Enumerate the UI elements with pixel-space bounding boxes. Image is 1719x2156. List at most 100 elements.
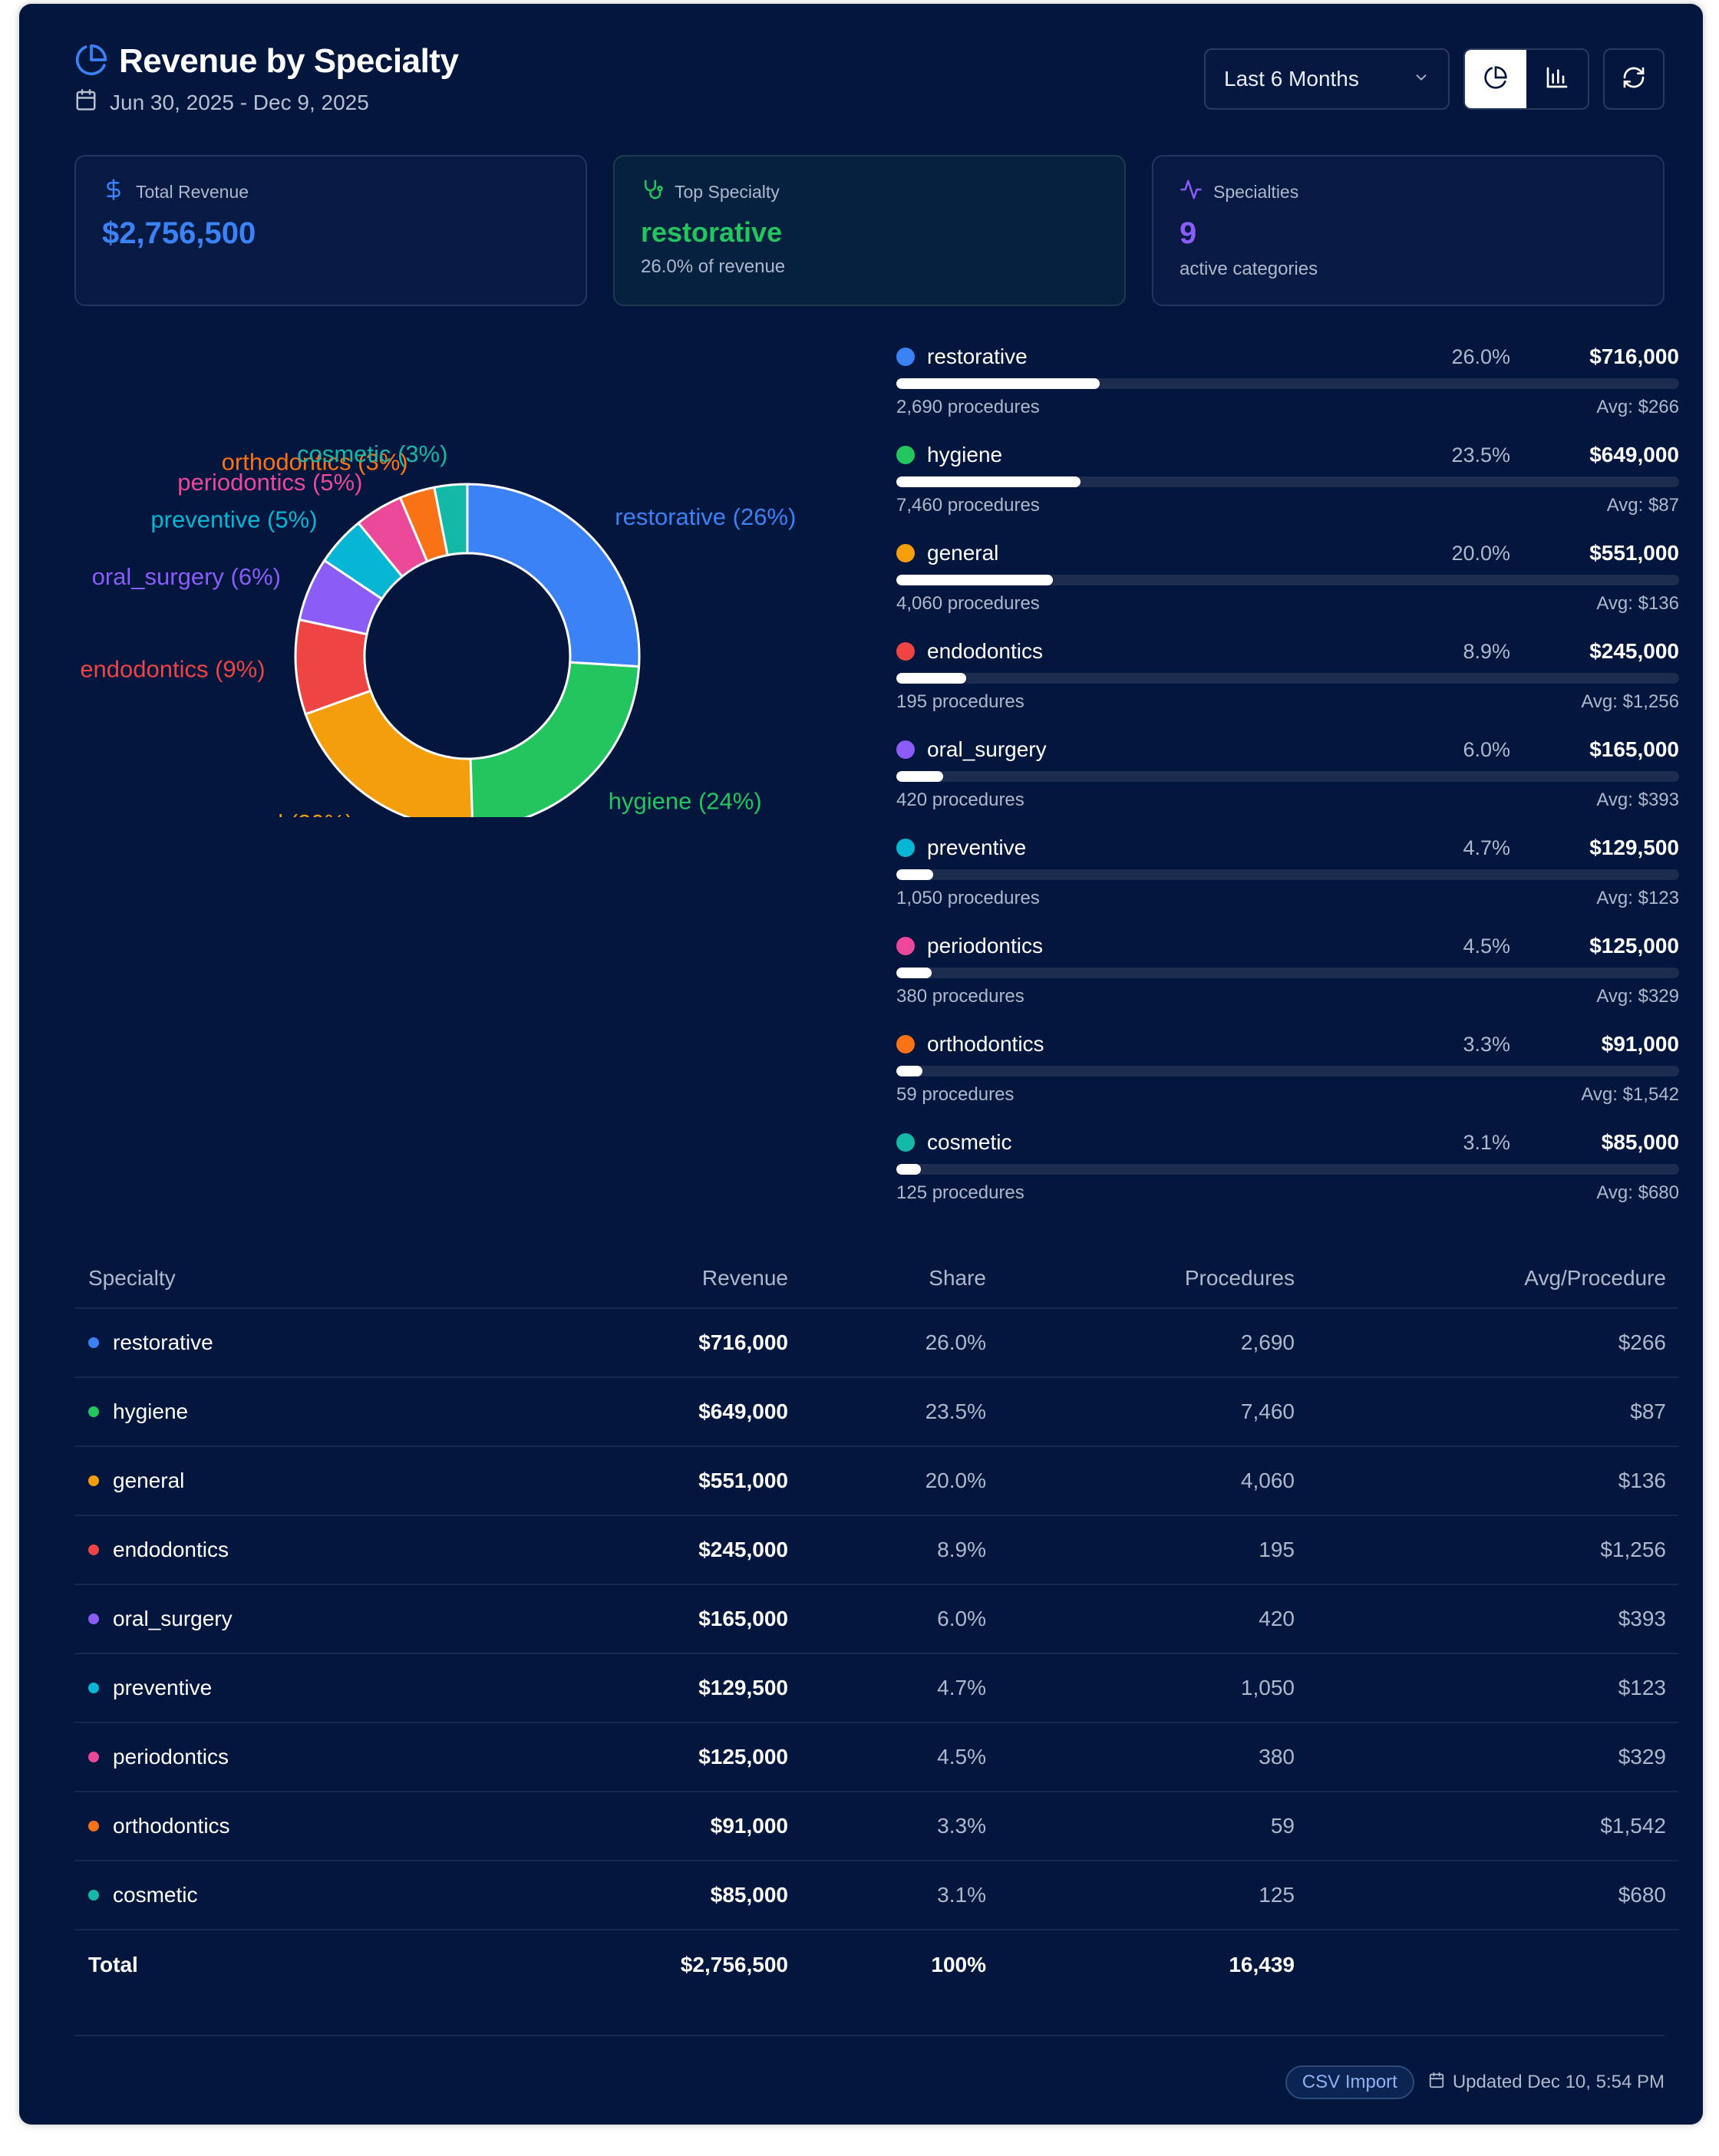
bar-avg: Avg: $680 — [1596, 1182, 1679, 1203]
bar-revenue: $129,500 — [1589, 836, 1679, 859]
specialty-bar-general[interactable]: general 20.0% $551,000 4,060 procedures Avg:… — [896, 538, 1679, 636]
row-specialty: periodontics — [113, 1745, 229, 1769]
col-avg[interactable]: Avg/Procedure — [1524, 1266, 1666, 1290]
bar-share: 3.3% — [1463, 1032, 1510, 1056]
bar-chart-icon — [1545, 65, 1569, 94]
specialty-bar-preventive[interactable]: preventive 4.7% $129,500 1,050 procedures Av… — [896, 832, 1679, 931]
color-dot — [896, 839, 915, 857]
specialty-bar-restorative[interactable]: restorative 26.0% $716,000 2,690 procedures… — [896, 341, 1679, 440]
bar-name: hygiene — [927, 443, 1003, 466]
row-specialty: endodontics — [113, 1538, 229, 1561]
specialty-bar-hygiene[interactable]: hygiene 23.5% $649,000 7,460 procedures Avg:… — [896, 440, 1679, 538]
col-specialty[interactable]: Specialty — [88, 1266, 176, 1290]
bar-track — [896, 1164, 1679, 1175]
table-row[interactable]: restorative $716,000 26.0% 2,690 $266 — [74, 1309, 1678, 1378]
row-avg: $393 — [1618, 1607, 1666, 1630]
slice-label-orthodontics: orthodontics (3%) — [222, 449, 408, 476]
bar-view-button[interactable] — [1526, 50, 1588, 108]
specialty-bar-cosmetic[interactable]: cosmetic 3.1% $85,000 125 procedures Avg: $6… — [896, 1127, 1679, 1225]
stethoscope-icon — [641, 178, 664, 206]
bar-procedures: 7,460 procedures — [896, 495, 1040, 516]
color-dot — [88, 1752, 99, 1762]
color-dot — [88, 1337, 99, 1348]
row-share: 4.5% — [937, 1745, 986, 1769]
page-title: Revenue by Specialty — [119, 42, 459, 80]
top-specialty-sub: 26.0% of revenue — [641, 256, 786, 277]
row-procedures: 125 — [1259, 1883, 1295, 1907]
slice-label-general: general (20%) — [204, 809, 354, 817]
table-row[interactable]: endodontics $245,000 8.9% 195 $1,256 — [74, 1516, 1678, 1585]
bar-avg: Avg: $123 — [1596, 888, 1679, 908]
slice-label-endodontics: endodontics (9%) — [80, 655, 265, 682]
bar-procedures: 2,690 procedures — [896, 397, 1040, 417]
chevron-down-icon — [1413, 67, 1430, 91]
row-revenue: $716,000 — [698, 1330, 788, 1354]
slice-general[interactable] — [304, 689, 474, 829]
bar-avg: Avg: $266 — [1596, 397, 1679, 417]
specialty-bar-endodontics[interactable]: endodontics 8.9% $245,000 195 procedures Avg… — [896, 636, 1679, 734]
bar-track — [896, 575, 1679, 585]
bar-fill — [896, 575, 1053, 585]
slice-cosmetic[interactable] — [433, 483, 469, 557]
col-revenue[interactable]: Revenue — [701, 1266, 788, 1290]
dollar-icon — [102, 178, 125, 206]
row-specialty: oral_surgery — [113, 1607, 233, 1630]
period-select[interactable]: Last 6 Months — [1204, 48, 1450, 110]
bar-track — [896, 1066, 1679, 1076]
table-row[interactable]: preventive $129,500 4.7% 1,050 $123 — [74, 1654, 1678, 1723]
row-specialty: hygiene — [113, 1399, 189, 1423]
bar-share: 8.9% — [1463, 639, 1510, 663]
bar-avg: Avg: $136 — [1596, 593, 1679, 614]
bar-share: 4.7% — [1463, 836, 1510, 859]
row-procedures: 380 — [1259, 1745, 1295, 1769]
bar-name: endodontics — [927, 639, 1044, 663]
row-revenue: $91,000 — [710, 1814, 788, 1838]
color-dot — [88, 1683, 99, 1693]
bar-track — [896, 771, 1679, 782]
specialties-card: Specialties 9 active categories — [1152, 155, 1665, 306]
bar-track — [896, 378, 1679, 389]
refresh-button[interactable] — [1603, 48, 1665, 110]
col-share[interactable]: Share — [929, 1266, 986, 1290]
bar-name: general — [927, 541, 999, 565]
bar-name: restorative — [927, 344, 1028, 368]
row-avg: $329 — [1618, 1745, 1666, 1769]
table-row[interactable]: hygiene $649,000 23.5% 7,460 $87 — [74, 1378, 1678, 1447]
table-row[interactable]: general $551,000 20.0% 4,060 $136 — [74, 1447, 1678, 1516]
row-specialty: cosmetic — [113, 1883, 198, 1907]
specialty-bar-oral_surgery[interactable]: oral_surgery 6.0% $165,000 420 procedures Av… — [896, 734, 1679, 832]
bar-fill — [896, 968, 932, 978]
table-row[interactable]: orthodontics $91,000 3.3% 59 $1,542 — [74, 1792, 1678, 1861]
row-avg: $266 — [1618, 1330, 1666, 1354]
donut-chart: restorative (26%) hygiene (24%) general (2… — [74, 326, 873, 836]
specialty-bar-periodontics[interactable]: periodontics 4.5% $125,000 380 procedures Av… — [896, 931, 1679, 1029]
stat-cards: Total Revenue $2,756,500 Top Specialty r… — [74, 155, 1665, 306]
slice-label-hygiene: hygiene (24%) — [609, 788, 762, 815]
total-label: Total — [88, 1953, 138, 1976]
bar-fill — [896, 869, 933, 880]
table-row[interactable]: oral_surgery $165,000 6.0% 420 $393 — [74, 1585, 1678, 1654]
card-footer: CSV Import Updated Dec 10, 5:54 PM — [74, 2035, 1665, 2099]
row-specialty: general — [113, 1469, 185, 1492]
bar-procedures: 59 procedures — [896, 1084, 1015, 1105]
revenue-card: Revenue by Specialty Jun 30, 2025 - Dec … — [19, 4, 1703, 2125]
table-row[interactable]: cosmetic $85,000 3.1% 125 $680 — [74, 1861, 1678, 1930]
table-row[interactable]: periodontics $125,000 4.5% 380 $329 — [74, 1723, 1678, 1792]
row-share: 8.9% — [937, 1538, 986, 1561]
slice-restorative[interactable] — [466, 483, 641, 668]
bar-share: 20.0% — [1451, 541, 1510, 565]
source-badge: CSV Import — [1285, 2065, 1414, 2099]
col-procedures[interactable]: Procedures — [1184, 1266, 1295, 1290]
updated-text: Updated Dec 10, 5:54 PM — [1452, 2072, 1665, 2092]
total-revenue-card: Total Revenue $2,756,500 — [74, 155, 587, 306]
specialty-bar-orthodontics[interactable]: orthodontics 3.3% $91,000 59 procedures Avg:… — [896, 1029, 1679, 1127]
row-share: 23.5% — [925, 1399, 986, 1423]
row-specialty: preventive — [113, 1676, 213, 1699]
pie-view-button[interactable] — [1465, 50, 1526, 108]
bar-name: cosmetic — [927, 1130, 1012, 1154]
bar-fill — [896, 378, 1100, 389]
bar-procedures: 4,060 procedures — [896, 593, 1040, 614]
bar-revenue: $85,000 — [1601, 1130, 1679, 1154]
top-specialty-value: restorative — [641, 216, 783, 248]
color-dot — [88, 1544, 99, 1555]
